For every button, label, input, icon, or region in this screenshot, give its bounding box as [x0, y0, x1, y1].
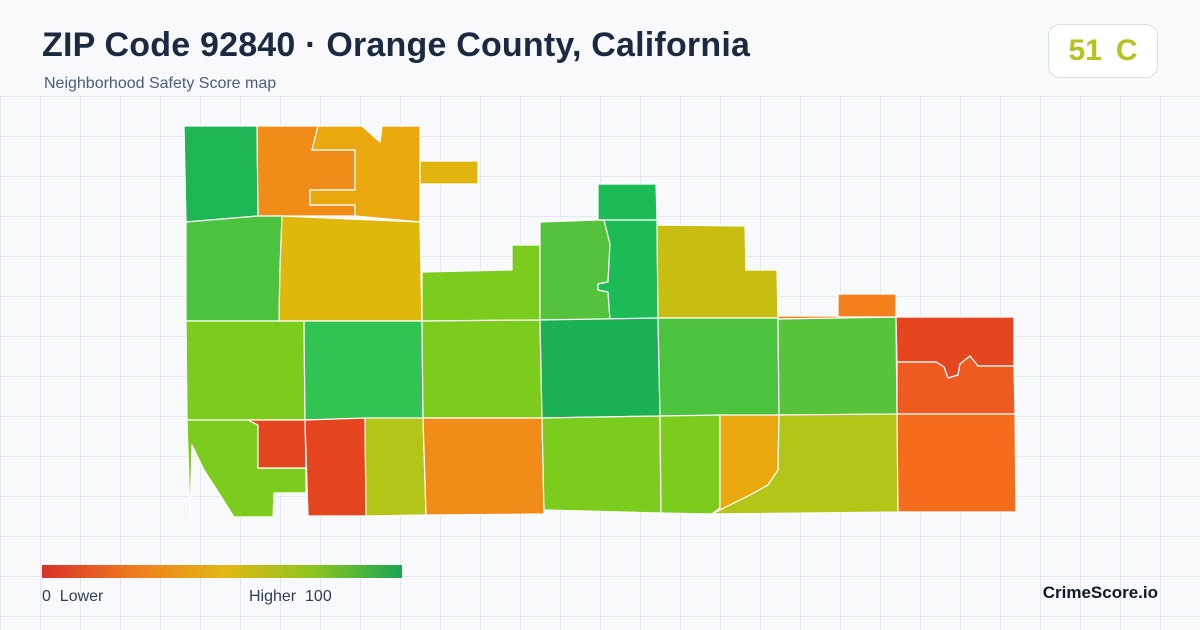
legend-min-label: Lower — [59, 588, 104, 605]
score-badge: 51 C — [1048, 24, 1158, 78]
legend-min-value: 0 — [42, 588, 51, 605]
tract-c-lime[interactable] — [421, 319, 543, 419]
tract-w-lime[interactable] — [185, 320, 306, 421]
tract-c-green-west[interactable] — [303, 320, 424, 421]
tract-sw-red[interactable] — [304, 417, 367, 517]
header-band — [0, 0, 1200, 96]
tract-c-lime-north[interactable] — [421, 244, 541, 322]
tract-c-green-east[interactable] — [657, 317, 780, 417]
tract-s-olive[interactable] — [364, 417, 427, 517]
score-grade: C — [1115, 34, 1138, 67]
legend-max: Higher 100 — [249, 588, 332, 606]
tract-n-amber[interactable] — [309, 125, 421, 223]
tract-n-notch-amber[interactable] — [419, 160, 479, 185]
tract-nw-forest[interactable] — [183, 125, 259, 223]
tract-sw-red-small[interactable] — [247, 419, 307, 469]
page-subtitle: Neighborhood Safety Score map — [44, 75, 277, 92]
tract-se-orange[interactable] — [896, 413, 1017, 513]
tract-top-green-tab[interactable] — [597, 183, 658, 221]
tract-s-orange[interactable] — [422, 417, 545, 516]
tract-e-green[interactable] — [777, 316, 898, 416]
legend-max-label: Higher — [249, 588, 297, 605]
tract-n-green-strip[interactable] — [539, 219, 611, 321]
legend-max-value: 100 — [305, 588, 332, 605]
brand-logo-text[interactable]: CrimeScore.io — [1042, 583, 1158, 602]
legend-min: 0 Lower — [42, 588, 103, 606]
tract-n-mustard[interactable] — [278, 215, 423, 322]
tract-s-lime-east[interactable] — [659, 414, 721, 515]
tract-ne-olive[interactable] — [656, 224, 779, 319]
tract-ne-orange-tab[interactable] — [837, 293, 897, 318]
tract-s-lime[interactable] — [541, 415, 662, 514]
score-value: 51 — [1068, 34, 1102, 67]
tract-c-forest[interactable] — [539, 317, 661, 419]
tract-w-green[interactable] — [185, 215, 283, 322]
page-title: ZIP Code 92840 · Orange County, Californ… — [42, 26, 751, 64]
legend-gradient-bar — [42, 565, 402, 578]
